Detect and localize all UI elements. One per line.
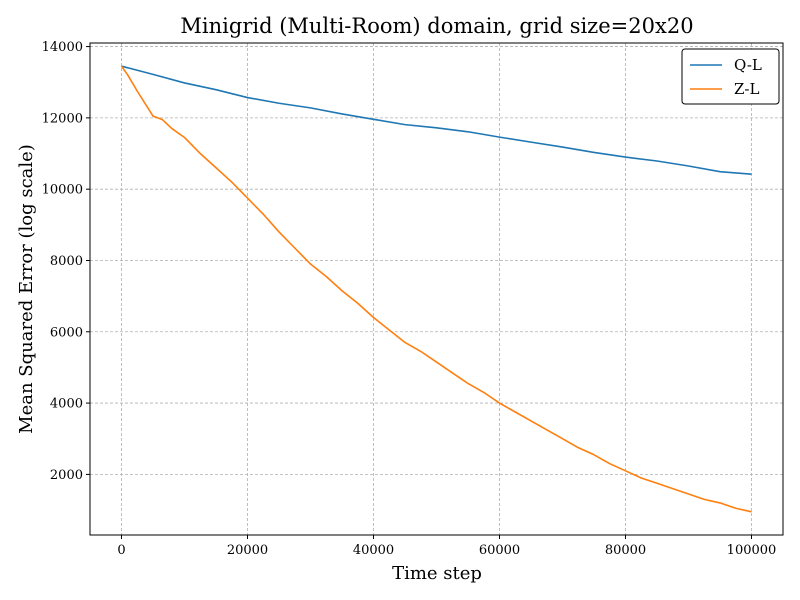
y-tick-label: 14000	[42, 40, 83, 55]
x-tick-label: 20000	[227, 543, 268, 558]
x-tick-label: 80000	[605, 543, 646, 558]
legend-box	[681, 48, 780, 105]
x-tick-label: 40000	[353, 543, 394, 558]
y-tick-label: 8000	[50, 254, 83, 269]
y-tick-label: 10000	[42, 183, 83, 198]
y-tick-label: 4000	[50, 397, 83, 412]
x-tick-label: 100000	[727, 543, 777, 558]
y-axis-label: Mean Squared Error (log scale)	[16, 144, 37, 434]
plot-frame	[89, 42, 784, 536]
x-tick-label: 60000	[479, 543, 520, 558]
legend-label: Z-L	[734, 80, 759, 98]
y-tick-label: 2000	[50, 468, 83, 483]
y-axis: 2000 4000 6000 8000 10000 12000 14000	[42, 40, 90, 483]
x-axis: 0 20000 40000 60000 80000 100000	[117, 535, 776, 558]
legend: Q-L Z-L	[681, 48, 780, 105]
series-layer	[120, 65, 752, 513]
x-tick-label: 0	[117, 543, 125, 558]
y-tick-label: 6000	[50, 325, 83, 340]
series-line-z-l	[120, 65, 752, 513]
x-axis-label: Time step	[392, 563, 482, 584]
grid	[90, 43, 783, 535]
chart-title: Minigrid (Multi-Room) domain, grid size=…	[180, 14, 693, 38]
y-tick-label: 12000	[42, 111, 83, 126]
legend-label: Q-L	[734, 56, 762, 74]
series-line-q-l	[121, 65, 752, 175]
